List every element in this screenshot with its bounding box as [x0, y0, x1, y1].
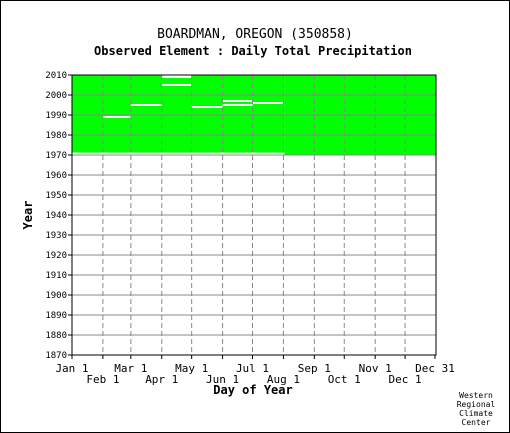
- x-tick-label-upper-6: Dec 31: [415, 362, 455, 375]
- x-tick-label-upper-4: Sep 1: [298, 362, 331, 375]
- x-tick-label-upper-3: Jul 1: [236, 362, 269, 375]
- gap-1: [130, 104, 162, 106]
- y-tick-label-1910: 1910: [45, 271, 67, 281]
- gap-2: [191, 106, 223, 108]
- y-tick-label-1940: 1940: [45, 211, 67, 221]
- coverage-block-0: [72, 75, 285, 153]
- x-tick-label-lower-5: Dec 1: [389, 373, 422, 386]
- x-tick-label-lower-0: Feb 1: [86, 373, 119, 386]
- x-tick-label-lower-3: Aug 1: [267, 373, 300, 386]
- chart-title: BOARDMAN, OREGON (350858): [157, 27, 353, 42]
- y-tick-label-1900: 1900: [45, 291, 67, 301]
- x-tick-label-upper-1: Mar 1: [114, 362, 147, 375]
- y-axis-label: Year: [21, 201, 35, 230]
- y-tick-label-1870: 1870: [45, 351, 67, 361]
- credit-line-4: Center: [462, 418, 491, 427]
- credit-line-1: Western: [459, 391, 493, 400]
- y-tick-label-1990: 1990: [45, 111, 67, 121]
- y-tick-label-1960: 1960: [45, 171, 67, 181]
- x-axis-label: Day of Year: [213, 383, 292, 397]
- grid-layer: [72, 75, 436, 355]
- y-tick-label-2000: 2000: [45, 91, 67, 101]
- y-tick-label-1880: 1880: [45, 331, 67, 341]
- credit-line-3: Climate: [459, 409, 493, 418]
- credit-line-2: Regional: [457, 400, 496, 409]
- x-tick-label-upper-5: Nov 1: [359, 362, 392, 375]
- y-tick-label-1950: 1950: [45, 191, 67, 201]
- y-tick-label-1970: 1970: [45, 151, 67, 161]
- x-tick-label-lower-4: Oct 1: [328, 373, 361, 386]
- gap-4: [222, 100, 253, 102]
- gap-5: [252, 102, 284, 104]
- gap-0: [102, 116, 131, 118]
- gap-6: [161, 84, 192, 86]
- credit-block: Western Regional Climate Center: [457, 391, 496, 427]
- data-layer: [72, 74, 436, 155]
- y-tick-label-1890: 1890: [45, 311, 67, 321]
- y-tick-label-1920: 1920: [45, 251, 67, 261]
- chart-subtitle: Observed Element : Daily Total Precipita…: [94, 44, 412, 58]
- x-tick-label-upper-0: Jan 1: [55, 362, 88, 375]
- x-tick-label-lower-2: Jun 1: [206, 373, 239, 386]
- axis-layer: 1870 1880 1890 1900 1910 1920 1930 1940 1950 1960…: [45, 71, 455, 386]
- gap-7: [161, 76, 192, 78]
- x-tick-label-upper-2: May 1: [175, 362, 208, 375]
- x-tick-label-lower-1: Apr 1: [145, 373, 178, 386]
- y-tick-label-1930: 1930: [45, 231, 67, 241]
- y-tick-label-2010: 2010: [45, 71, 67, 81]
- y-tick-label-1980: 1980: [45, 131, 67, 141]
- gap-3: [222, 104, 253, 106]
